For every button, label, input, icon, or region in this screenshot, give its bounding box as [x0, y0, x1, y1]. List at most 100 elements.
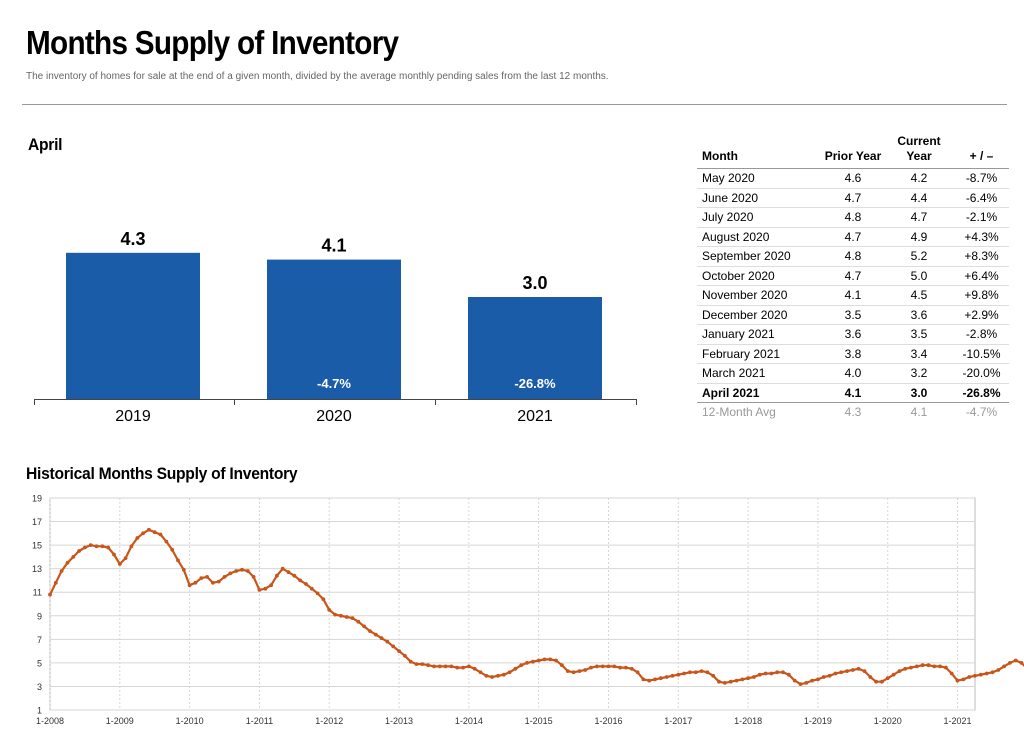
- cell-month: November 2020: [697, 285, 822, 306]
- data-point: [804, 681, 809, 685]
- x-tick-label: 1-2021: [944, 716, 972, 726]
- data-point: [240, 567, 244, 572]
- data-point: [414, 662, 419, 666]
- y-tick-label: 17: [32, 517, 42, 527]
- data-point: [781, 670, 785, 675]
- data-point: [286, 570, 291, 575]
- data-point: [100, 544, 105, 549]
- data-point: [635, 670, 640, 675]
- y-tick-label: 5: [37, 658, 42, 668]
- data-point: [379, 636, 384, 641]
- data-point: [321, 597, 326, 602]
- data-point: [449, 664, 454, 669]
- data-point: [914, 664, 919, 669]
- data-point: [792, 678, 797, 683]
- y-tick-label: 11: [33, 588, 42, 598]
- cell-current-year: 4.2: [884, 168, 954, 189]
- data-point: [147, 527, 151, 532]
- monthly-comparison-table: Month Prior Year Current Year + / – May …: [697, 134, 1009, 422]
- data-point: [472, 666, 477, 671]
- cell-current-year: 5.2: [884, 246, 954, 267]
- cell-month: 12-Month Avg: [702, 405, 776, 420]
- data-point: [618, 665, 622, 670]
- data-point: [437, 664, 442, 669]
- data-point: [106, 545, 111, 550]
- cell-change: -10.5%: [954, 344, 1009, 364]
- data-point: [990, 670, 995, 675]
- cell-prior-year: 4.7: [822, 188, 884, 208]
- bar-change-label: -4.7%: [317, 376, 351, 391]
- data-point: [839, 670, 844, 675]
- data-point: [356, 619, 361, 624]
- data-point: [362, 624, 367, 629]
- cell-month: September 2020: [697, 246, 822, 267]
- page-subtitle: The inventory of homes for sale at the e…: [26, 71, 609, 82]
- data-point: [932, 664, 937, 669]
- data-point: [688, 670, 692, 675]
- data-point: [595, 664, 599, 669]
- data-point: [734, 678, 739, 683]
- x-tick-label: 1-2014: [455, 716, 483, 726]
- data-point: [350, 616, 355, 620]
- data-point: [909, 665, 913, 670]
- cell-prior-year: 4.7: [822, 266, 884, 286]
- data-point: [682, 671, 686, 676]
- data-point: [309, 586, 314, 591]
- data-point: [821, 675, 826, 679]
- header-current-year: Current Year: [884, 134, 954, 169]
- cell-current-year: 4.9: [884, 227, 954, 247]
- cell-month: July 2020: [697, 207, 822, 228]
- data-point: [577, 669, 582, 673]
- cell-month: March 2021: [697, 363, 822, 384]
- cell-current-year: 3.2: [884, 363, 954, 384]
- data-point: [129, 544, 134, 549]
- data-point: [373, 632, 378, 637]
- data-point: [862, 669, 867, 673]
- x-tick-label: 1-2012: [315, 716, 343, 726]
- data-point: [845, 669, 849, 673]
- y-tick-label: 13: [32, 564, 42, 574]
- data-point: [496, 673, 500, 678]
- data-point: [903, 666, 908, 671]
- data-point: [827, 673, 832, 678]
- cell-prior-year: 4.1: [822, 383, 884, 403]
- table-row: June 2020 4.7 4.4 -6.4%: [697, 188, 1009, 208]
- data-point: [775, 670, 780, 675]
- x-tick-label: 1-2018: [734, 716, 762, 726]
- data-point: [973, 673, 977, 678]
- bar-2020: [267, 259, 401, 399]
- data-point: [996, 668, 1001, 672]
- table-row: August 2020 4.7 4.9 +4.3%: [697, 227, 1009, 247]
- x-tick-label: 1-2015: [525, 716, 553, 726]
- x-tick-label: 1-2013: [385, 716, 413, 726]
- data-point: [211, 580, 215, 585]
- data-point: [176, 558, 180, 563]
- cell-prior-year: 3.5: [822, 305, 884, 325]
- data-point: [1019, 661, 1024, 665]
- data-point: [426, 663, 430, 668]
- data-point: [251, 575, 256, 579]
- data-point: [542, 657, 547, 662]
- cell-change: -6.4%: [954, 188, 1009, 208]
- cell-change: -20.0%: [954, 363, 1009, 384]
- cell-current-year: 3.4: [884, 344, 954, 364]
- data-point: [664, 675, 669, 679]
- data-point: [170, 547, 175, 552]
- data-point: [484, 673, 489, 678]
- table-row: February 2021 3.8 3.4 -10.5%: [697, 344, 1009, 364]
- data-point: [327, 608, 332, 612]
- x-tick-label: 1-2011: [246, 716, 273, 726]
- cell-month: February 2021: [697, 344, 822, 364]
- data-point: [368, 629, 372, 633]
- x-tick-label: 1-2020: [874, 716, 902, 726]
- header-prior-year: Prior Year: [822, 134, 884, 169]
- data-point: [141, 531, 146, 536]
- data-point: [245, 569, 250, 573]
- x-tick-label: 1-2010: [176, 716, 204, 726]
- data-point: [612, 664, 617, 669]
- data-point: [222, 575, 227, 579]
- data-point: [385, 639, 390, 644]
- data-point: [757, 672, 762, 677]
- data-point: [467, 664, 471, 669]
- cell-prior-year: 4.0: [822, 363, 884, 384]
